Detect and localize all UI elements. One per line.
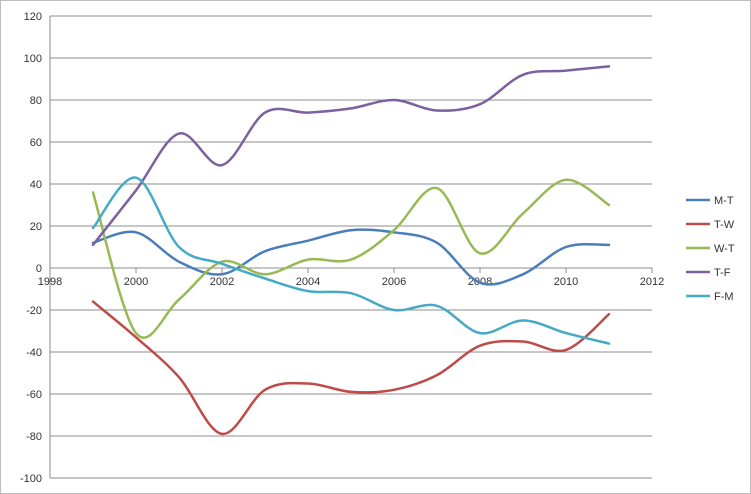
x-tick-label: 2002 (210, 276, 234, 288)
x-tick-label: 2012 (640, 276, 664, 288)
y-tick-label: -60 (26, 389, 42, 401)
x-tick-label: 1998 (38, 276, 62, 288)
y-tick-label: -40 (26, 347, 42, 359)
legend-label: T-F (714, 267, 731, 279)
y-tick-label: 60 (30, 137, 42, 149)
y-tick-label: 100 (24, 53, 42, 65)
x-tick-label: 2010 (554, 276, 578, 288)
y-tick-label: -20 (26, 305, 42, 317)
legend-label: W-T (714, 243, 735, 255)
series-line-f-m (91, 176, 611, 345)
series-line-m-t (91, 228, 611, 286)
gridlines (50, 15, 652, 479)
legend: M-T T-W W-T T-F F-M (686, 195, 735, 303)
legend-label: T-W (714, 219, 735, 231)
legend-label: F-M (714, 291, 734, 303)
y-tick-label: -80 (26, 431, 42, 443)
x-tick-label: 2000 (124, 276, 148, 288)
y-tick-label: 0 (36, 263, 42, 275)
series-lines (91, 65, 611, 436)
series-line-t-f (91, 65, 611, 247)
x-tick-label: 2004 (296, 276, 320, 288)
x-tick-label: 2006 (382, 276, 406, 288)
series-line-w-t (91, 178, 611, 339)
axes: -100 -80 -60 -40 -20 0 20 40 60 80 100 120 1998 2000 2… (20, 11, 664, 485)
y-tick-label: -100 (20, 473, 42, 485)
y-tick-label: 80 (30, 95, 42, 107)
series-line-t-w (91, 300, 611, 436)
y-tick-label: 120 (24, 11, 42, 23)
legend-label: M-T (714, 195, 734, 207)
y-tick-label: 20 (30, 221, 42, 233)
y-tick-label: 40 (30, 179, 42, 191)
